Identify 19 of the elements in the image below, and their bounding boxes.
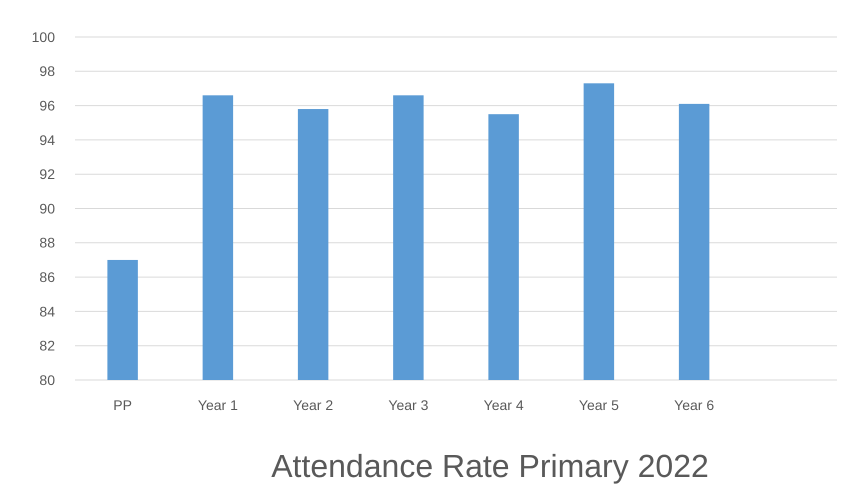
x-tick-label: Year 3 <box>388 397 429 413</box>
y-tick-label: 80 <box>39 372 56 388</box>
y-tick-label: 96 <box>39 98 56 114</box>
y-tick-label: 86 <box>39 269 56 285</box>
text: Attendance Rate Primary 2022 <box>271 448 709 484</box>
y-tick-label: 98 <box>39 63 56 80</box>
x-tick-label: PP <box>113 397 132 413</box>
y-tick-label: 88 <box>39 234 56 251</box>
y-tick-label: 90 <box>39 200 56 216</box>
y-tick-label: 100 <box>32 28 56 45</box>
x-tick-label: Year 1 <box>198 397 238 413</box>
y-tick-label: 92 <box>39 166 56 182</box>
x-tick-label: Year 6 <box>674 397 714 413</box>
y-tick-label: 94 <box>39 132 56 148</box>
x-tick-label: Year 5 <box>578 397 620 413</box>
y-tick-label: 84 <box>39 303 56 320</box>
y-tick-label: 82 <box>39 338 56 354</box>
x-tick-label: Year 4 <box>484 397 524 413</box>
x-tick-label: Year 2 <box>293 397 334 413</box>
